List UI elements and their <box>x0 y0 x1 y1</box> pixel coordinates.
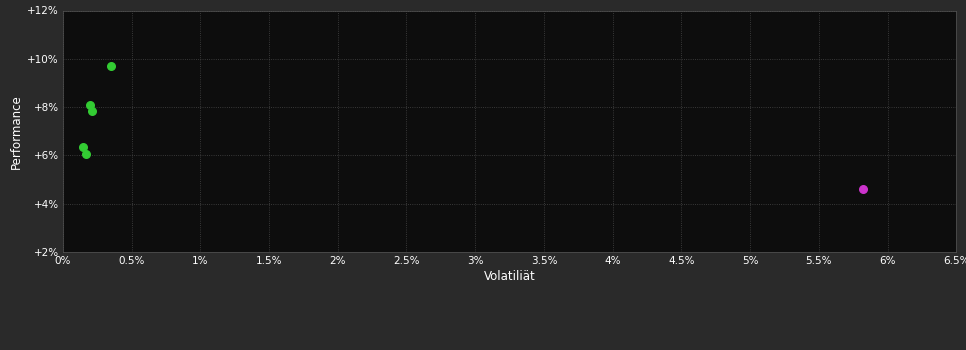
Point <box>75 144 91 150</box>
Point <box>103 63 119 69</box>
Point <box>82 102 98 107</box>
X-axis label: Volatiliät: Volatiliät <box>484 270 535 284</box>
Point <box>78 152 94 157</box>
Y-axis label: Performance: Performance <box>10 94 23 169</box>
Point <box>84 108 99 113</box>
Point <box>855 187 870 192</box>
